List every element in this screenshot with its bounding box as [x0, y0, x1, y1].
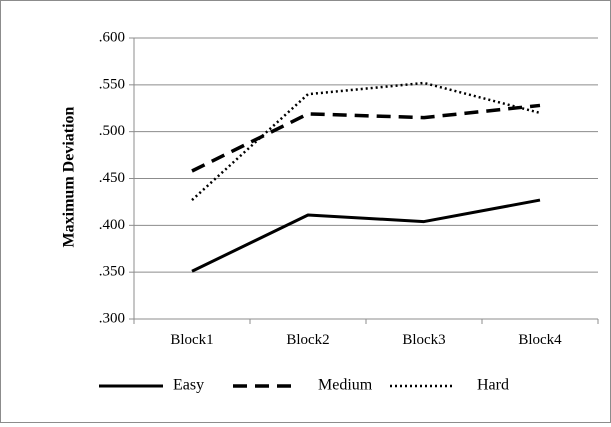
x-tick-label: Block2 [286, 332, 329, 348]
axes [129, 37, 599, 324]
y-tick-label: .300 [99, 310, 125, 326]
legend-label-medium: Medium [318, 377, 373, 394]
y-tick-label: .350 [99, 264, 125, 280]
x-tick-label: Block4 [518, 332, 562, 348]
y-tick-label: .450 [99, 170, 125, 186]
series-line-easy [191, 198, 541, 273]
y-tick-label: .550 [99, 76, 125, 92]
series-lines [191, 81, 541, 273]
x-tick-label: Block3 [402, 332, 445, 348]
y-tick-label: .500 [99, 123, 125, 139]
x-tick-label: Block1 [170, 332, 213, 348]
legend-label-hard: Hard [477, 377, 509, 394]
series-line-medium [191, 103, 541, 173]
gridlines [134, 37, 598, 273]
x-tick-labels: Block1 Block2 Block3 Block4 [170, 332, 562, 348]
y-tick-labels: .300 .350 .400 .450 .500 .550 .600 [99, 29, 125, 326]
y-tick-label: .400 [99, 217, 125, 233]
legend: Easy Medium Hard [99, 377, 509, 394]
series-line-hard [191, 81, 541, 201]
legend-label-easy: Easy [173, 377, 204, 394]
y-axis-label: Maximum Deviation [61, 106, 78, 247]
y-tick-label: .600 [99, 29, 125, 45]
